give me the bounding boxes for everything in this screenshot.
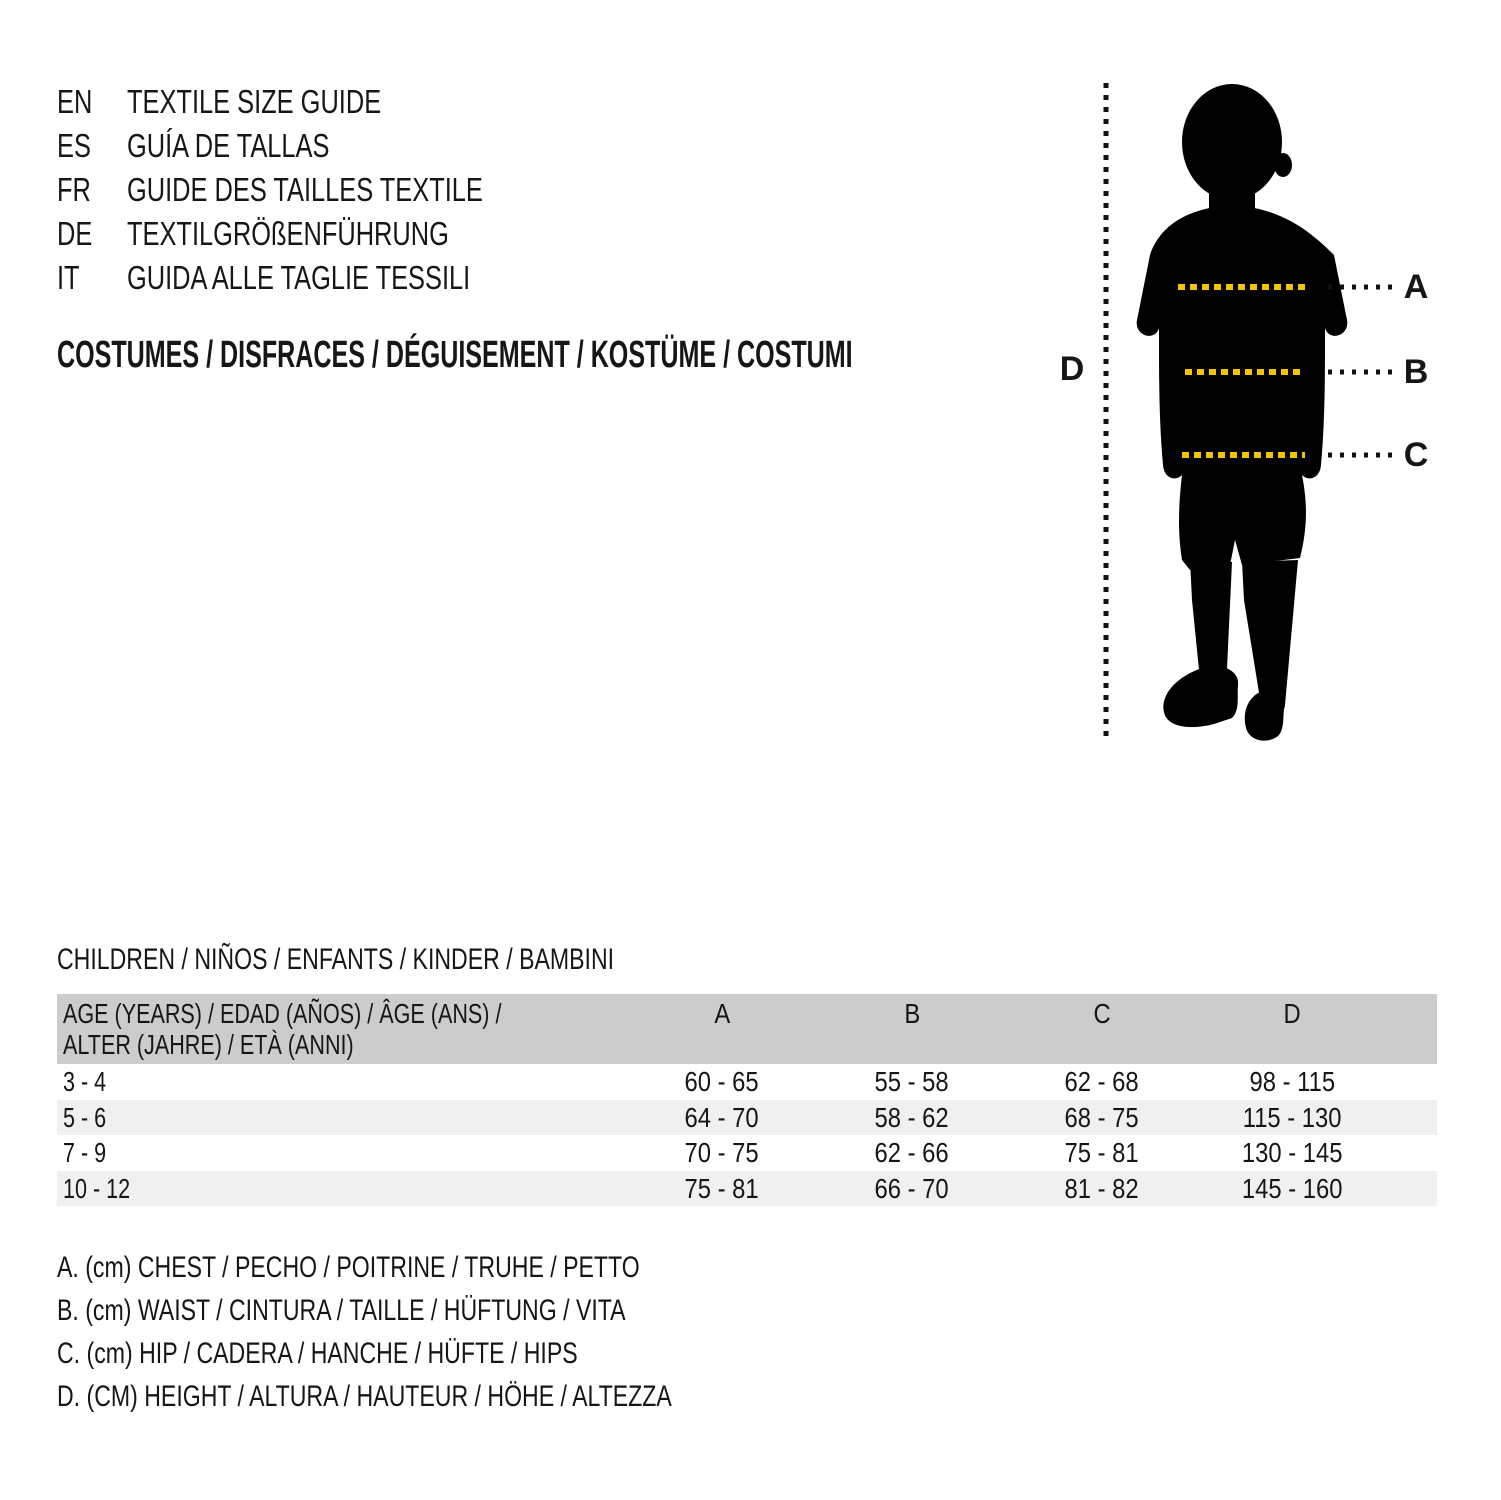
child-silhouette [1136, 84, 1348, 741]
language-title: TEXTILE SIZE GUIDE [127, 83, 382, 120]
hip-cell: 75 - 81 [1064, 1137, 1140, 1168]
language-row-en: EN TEXTILE SIZE GUIDE [57, 80, 589, 124]
measure-label-c: C [1403, 436, 1429, 474]
language-title-list: EN TEXTILE SIZE GUIDE ES GUÍA DE TALLAS FR… [57, 80, 589, 300]
chest-cell: 60 - 65 [684, 1066, 760, 1097]
age-cell: 5 - 6 [63, 1101, 107, 1133]
hip-cell: 68 - 75 [1064, 1101, 1140, 1133]
waist-cell: 58 - 62 [874, 1101, 950, 1133]
measure-label-d: D [1059, 350, 1085, 388]
language-code: EN [57, 83, 93, 120]
language-row-es: ES GUÍA DE TALLAS [57, 124, 589, 168]
waist-cell: 62 - 66 [874, 1137, 950, 1168]
table-header-row: AGE (YEARS) / EDAD (AÑOS) / ÂGE (ANS) / … [57, 994, 1437, 1064]
language-row-it: IT GUIDA ALLE TAGLIE TESSILI [57, 256, 589, 300]
measurement-figure: A B C D [1060, 60, 1500, 760]
waist-cell: 66 - 70 [874, 1172, 950, 1204]
legend-chest: A. (cm) CHEST / PECHO / POITRINE / TRUHE… [57, 1251, 640, 1284]
column-header-d: D [1283, 998, 1301, 1029]
waist-cell: 55 - 58 [874, 1066, 950, 1097]
column-header-c: C [1093, 998, 1111, 1029]
table-row: 3 - 4 60 - 65 55 - 58 62 - 68 98 - 115 [57, 1064, 1437, 1100]
chest-cell: 70 - 75 [684, 1137, 760, 1168]
height-cell: 115 - 130 [1242, 1101, 1342, 1133]
language-title: GUIDA ALLE TAGLIE TESSILI [127, 259, 471, 296]
measure-label-a: A [1403, 268, 1429, 306]
height-cell: 130 - 145 [1241, 1137, 1343, 1168]
size-table: AGE (YEARS) / EDAD (AÑOS) / ÂGE (ANS) / … [57, 994, 1437, 1206]
measure-label-b: B [1403, 353, 1429, 391]
chest-cell: 75 - 81 [684, 1172, 760, 1204]
language-title: GUÍA DE TALLAS [127, 127, 330, 164]
table-section-title: CHILDREN / NIÑOS / ENFANTS / KINDER / BA… [57, 943, 615, 976]
age-cell: 3 - 4 [63, 1066, 107, 1097]
language-row-de: DE TEXTILGRÖßENFÜHRUNG [57, 212, 589, 256]
legend-height: D. (CM) HEIGHT / ALTURA / HAUTEUR / HÖHE… [57, 1380, 672, 1413]
age-cell: 10 - 12 [63, 1172, 131, 1204]
language-code: ES [57, 127, 91, 164]
hip-cell: 81 - 82 [1064, 1172, 1140, 1204]
column-header-b: B [904, 998, 920, 1029]
table-row: 5 - 6 64 - 70 58 - 62 68 - 75 115 - 130 [57, 1099, 1437, 1135]
category-heading: COSTUMES / DISFRACES / DÉGUISEMENT / KOS… [57, 334, 853, 376]
language-code: DE [57, 215, 93, 252]
hip-cell: 62 - 68 [1064, 1066, 1140, 1097]
column-header-a: A [714, 998, 730, 1029]
measurement-legend: A. (cm) CHEST / PECHO / POITRINE / TRUHE… [57, 1246, 855, 1418]
language-code: IT [57, 259, 80, 296]
language-code: FR [57, 171, 91, 208]
legend-hip: C. (cm) HIP / CADERA / HANCHE / HÜFTE / … [57, 1337, 578, 1370]
language-row-fr: FR GUIDE DES TAILLES TEXTILE [57, 168, 589, 212]
language-title: GUIDE DES TAILLES TEXTILE [127, 171, 483, 208]
height-cell: 98 - 115 [1249, 1066, 1335, 1097]
chest-cell: 64 - 70 [684, 1101, 760, 1133]
table-row: 10 - 12 75 - 81 66 - 70 81 - 82 145 - 16… [57, 1170, 1437, 1206]
legend-waist: B. (cm) WAIST / CINTURA / TAILLE / HÜFTU… [57, 1294, 626, 1327]
age-column-header: AGE (YEARS) / EDAD (AÑOS) / ÂGE (ANS) / … [63, 998, 502, 1060]
table-row: 7 - 9 70 - 75 62 - 66 75 - 81 130 - 145 [57, 1135, 1437, 1171]
child-silhouette-graphic [1103, 83, 1392, 742]
language-title: TEXTILGRÖßENFÜHRUNG [127, 215, 449, 252]
age-cell: 7 - 9 [63, 1137, 107, 1168]
height-cell: 145 - 160 [1241, 1172, 1343, 1204]
